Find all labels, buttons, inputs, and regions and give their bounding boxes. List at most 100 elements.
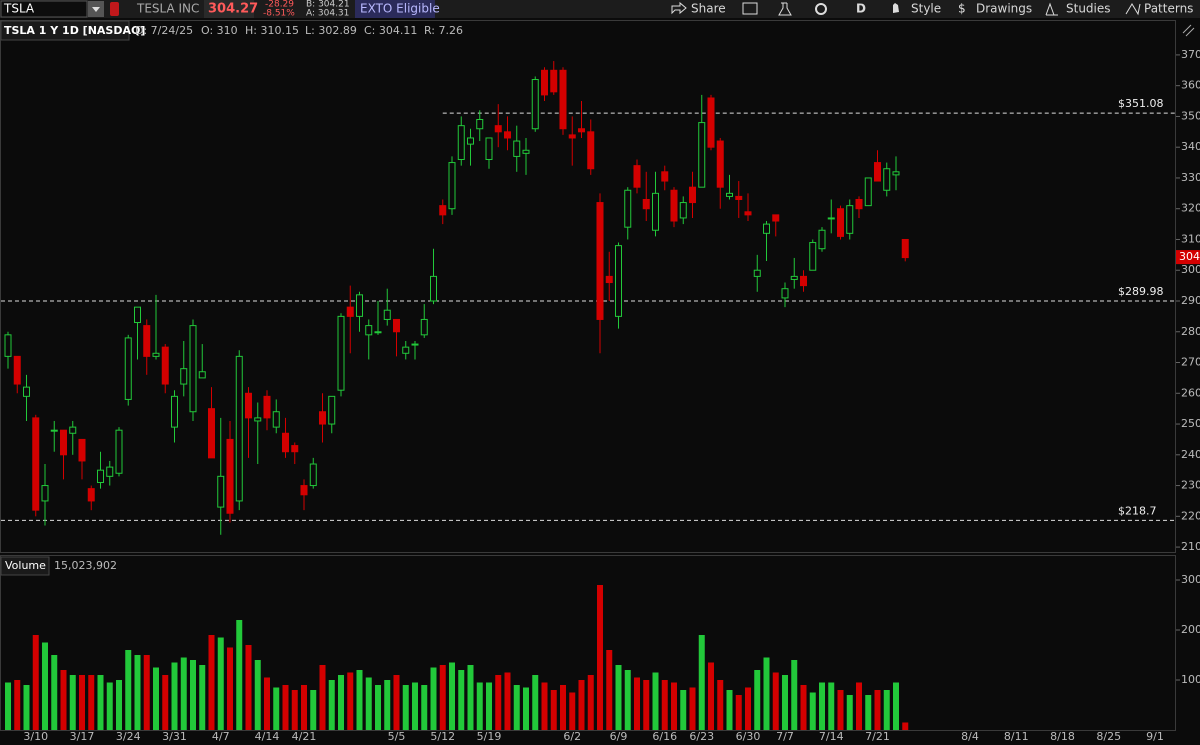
- header-symbol: TSLA 1 Y 1D [NASDAQ]: [4, 24, 145, 37]
- candle-body: [346, 306, 354, 317]
- share-button[interactable]: Share: [691, 2, 726, 16]
- candle-body: [494, 125, 502, 133]
- y-tick-label: 290: [1181, 294, 1200, 307]
- volume-bar: [430, 667, 437, 730]
- candle-body: [670, 189, 678, 222]
- candle-body: [605, 275, 613, 284]
- candle-body: [254, 417, 262, 422]
- candle-body: [291, 445, 299, 453]
- y-tick-label: 200: [1181, 623, 1200, 636]
- candle-body: [827, 217, 835, 220]
- candle-body: [78, 438, 86, 462]
- candle-body: [467, 137, 474, 145]
- candle-body: [4, 334, 12, 357]
- candle-body: [596, 202, 604, 320]
- level-label: $218.7: [1118, 504, 1157, 517]
- candle-body: [420, 318, 428, 336]
- volume-bar: [513, 685, 520, 730]
- header-close: C: 304.11: [364, 24, 417, 37]
- style-icon: [893, 3, 899, 13]
- candle-body: [300, 485, 308, 496]
- x-tick-label: 6/2: [563, 730, 581, 741]
- volume-bar: [467, 665, 474, 730]
- candle-body: [198, 371, 206, 379]
- volume-bar: [365, 677, 372, 730]
- volume-bar: [23, 685, 30, 730]
- y-tick-label: 320: [1181, 202, 1200, 215]
- candle-body: [319, 411, 326, 425]
- candle-body: [272, 411, 280, 428]
- volume-bar: [809, 692, 816, 730]
- candle-body: [485, 137, 493, 160]
- candle-body: [818, 229, 826, 250]
- volume-bar: [42, 642, 48, 730]
- badge[interactable]: EXTO Eligible: [360, 2, 440, 16]
- ask: A: 304.31: [306, 9, 349, 19]
- volume-bar: [393, 675, 400, 730]
- volume-bar: [504, 672, 511, 730]
- candle-body: [115, 429, 123, 474]
- settings-icon[interactable]: [815, 3, 827, 15]
- x-tick-label: 3/17: [70, 730, 95, 741]
- header-open: O: 310: [201, 24, 238, 37]
- candle-body: [235, 355, 243, 502]
- volume-header-box: [0, 556, 50, 576]
- alert-icon[interactable]: [110, 2, 119, 16]
- aggregation-button[interactable]: D: [856, 2, 866, 16]
- candle-body: [41, 485, 49, 502]
- volume-bar: [615, 665, 622, 730]
- volume-bar: [384, 680, 391, 730]
- symbol-input[interactable]: [0, 0, 88, 18]
- drawings-button[interactable]: Drawings: [976, 2, 1032, 16]
- last-price: 304.27: [208, 2, 258, 17]
- candle-body: [874, 162, 881, 182]
- volume-bar: [171, 662, 178, 730]
- company: TESLA INC: [136, 2, 199, 16]
- candle-body: [901, 238, 909, 259]
- volume-bar: [680, 690, 687, 730]
- volume-bar: [264, 677, 270, 730]
- dropdown-arrow: [92, 7, 100, 12]
- y-tick-label: 310: [1181, 232, 1200, 245]
- volume-bar: [227, 647, 233, 730]
- volume-bar: [652, 672, 659, 730]
- volume-bar: [439, 665, 446, 730]
- volume-bar: [726, 690, 733, 730]
- studies-button[interactable]: Studies: [1066, 2, 1111, 16]
- expand-icon[interactable]: [1182, 24, 1195, 37]
- candle-body: [328, 395, 336, 425]
- flask-icon[interactable]: [778, 2, 792, 16]
- x-tick-label: 7/21: [865, 730, 890, 741]
- volume-bar: [874, 690, 881, 730]
- patterns-button[interactable]: Patterns: [1144, 2, 1193, 16]
- candle-body: [171, 395, 178, 428]
- volume-bar: [708, 662, 714, 730]
- snapshot-icon[interactable]: [742, 2, 758, 15]
- symbol[interactable]: TSLA: [3, 2, 35, 16]
- volume-bar: [254, 660, 261, 730]
- candle-body: [772, 214, 780, 222]
- y-tick-label: 250: [1181, 417, 1200, 430]
- volume-bar: [449, 662, 455, 730]
- candle-body: [716, 140, 724, 188]
- volume-bar: [791, 660, 798, 730]
- candle-body: [883, 168, 891, 191]
- volume-bar: [837, 690, 844, 730]
- volume-bar: [88, 675, 95, 730]
- volume-bar: [338, 675, 344, 730]
- candle-body: [864, 177, 872, 207]
- style-button[interactable]: Style: [911, 2, 941, 16]
- volume-bar: [486, 682, 492, 730]
- volume-bar: [190, 660, 196, 730]
- candle-body: [642, 198, 650, 210]
- candle-body: [23, 386, 30, 397]
- candle-body: [383, 309, 391, 320]
- candle-body: [689, 186, 696, 204]
- candle-body: [652, 192, 659, 231]
- x-tick-label: 8/18: [1050, 730, 1075, 741]
- volume-bar: [208, 635, 215, 730]
- volume-bar: [772, 672, 779, 730]
- volume-bar: [125, 650, 132, 730]
- volume-bar: [14, 680, 21, 730]
